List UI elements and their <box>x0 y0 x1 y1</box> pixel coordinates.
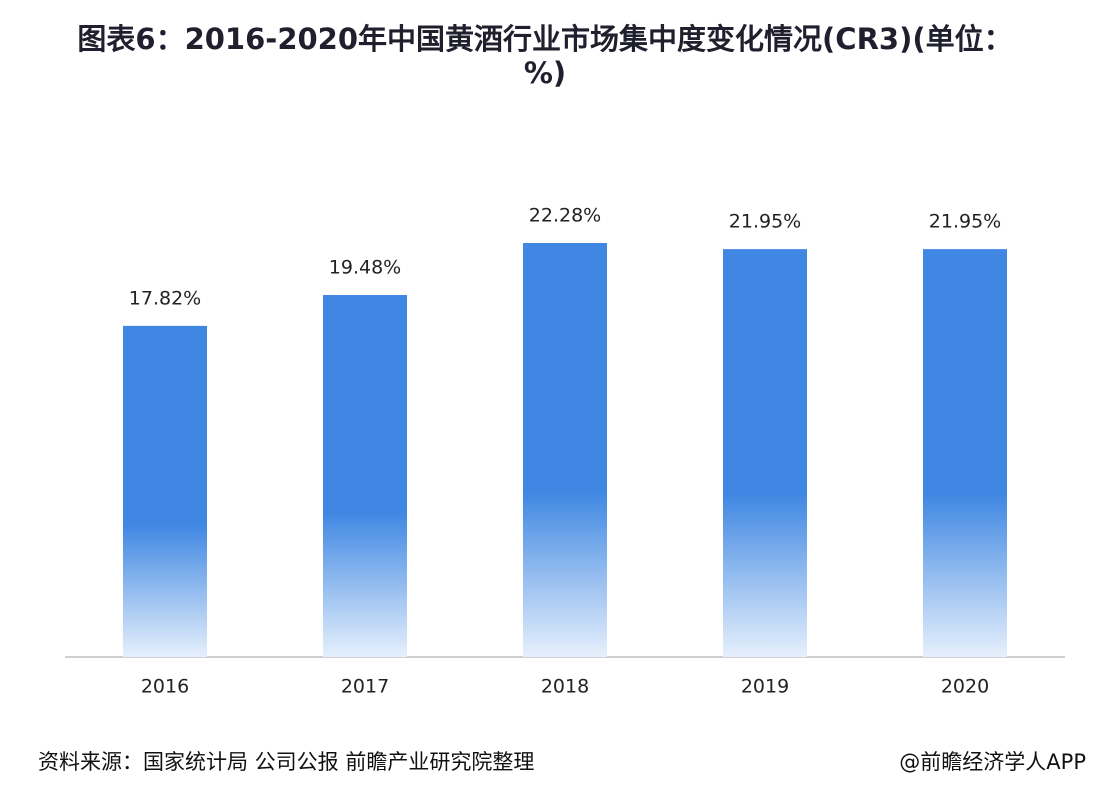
bar <box>123 325 207 657</box>
credit: @前瞻经济学人APP <box>899 750 1086 774</box>
source: 资料来源：国家统计局 公司公报 前瞻产业研究院整理 <box>38 750 535 774</box>
value-label: 21.95% <box>729 211 801 233</box>
bar <box>723 249 807 657</box>
bar <box>923 249 1007 657</box>
bar <box>523 243 607 657</box>
value-label: 19.48% <box>329 257 401 279</box>
x-tick-label: 2018 <box>541 676 589 698</box>
value-label: 21.95% <box>929 211 1001 233</box>
value-label: 22.28% <box>529 205 601 227</box>
x-tick-label: 2017 <box>341 676 389 698</box>
chart-title: 图表6：2016-2020年中国黄酒行业市场集中度变化情况(CR3)(单位：%) <box>77 22 1013 90</box>
value-label: 17.82% <box>129 287 201 309</box>
x-tick-label: 2019 <box>741 676 789 698</box>
x-tick-label: 2016 <box>141 676 189 698</box>
bar <box>323 295 407 657</box>
chart: 2016 17.82% 2017 19.48% 2018 22.28% 2019 21.95%… <box>65 205 1065 698</box>
x-tick-label: 2020 <box>941 676 989 698</box>
